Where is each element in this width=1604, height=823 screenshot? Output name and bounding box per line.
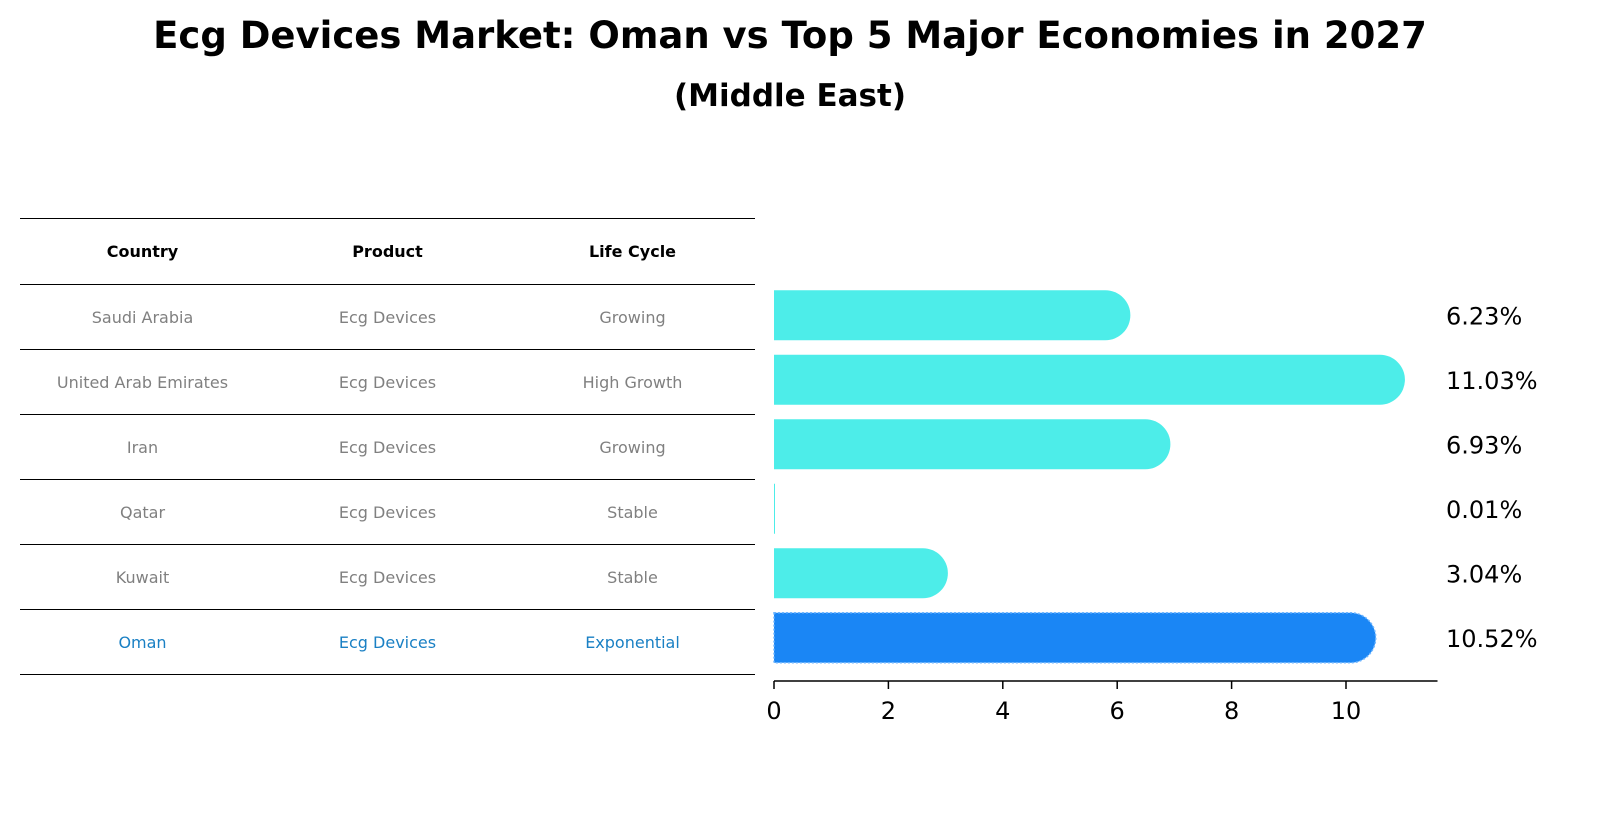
life-cycle-cell: Growing — [599, 307, 666, 327]
bar — [774, 483, 775, 534]
bar-highlight-outline — [773, 612, 1377, 664]
country-cell: Kuwait — [115, 567, 170, 587]
data-label: 6.23% — [1446, 302, 1522, 330]
country-cell: Oman — [118, 632, 167, 652]
table-row: Iran Ecg Devices Growing — [20, 414, 755, 479]
table-row: Saudi Arabia Ecg Devices Growing — [20, 284, 755, 349]
bar-highlighted — [774, 612, 1376, 663]
country-cell: Saudi Arabia — [91, 307, 194, 327]
product-cell: Ecg Devices — [338, 437, 437, 457]
x-tick-label: 8 — [1224, 697, 1239, 725]
country-cell: Iran — [126, 437, 159, 457]
x-tick-label: 10 — [1331, 697, 1362, 725]
country-cell: United Arab Emirates — [56, 372, 229, 392]
header-life-cycle: Life Cycle — [588, 242, 677, 261]
x-tick-label: 6 — [1110, 697, 1125, 725]
bar — [774, 548, 948, 599]
header-country: Country — [106, 242, 179, 261]
data-label: 11.03% — [1446, 367, 1538, 395]
product-cell: Ecg Devices — [338, 502, 437, 522]
table-row: Qatar Ecg Devices Stable — [20, 479, 755, 544]
table-row: Kuwait Ecg Devices Stable — [20, 544, 755, 609]
data-label: 0.01% — [1446, 496, 1522, 524]
life-cycle-cell: Stable — [607, 502, 658, 522]
bar — [774, 354, 1405, 405]
product-cell: Ecg Devices — [338, 372, 437, 392]
chart-subtitle: (Middle East) — [673, 78, 906, 114]
table-header-row: Country Product Life Cycle — [20, 218, 755, 284]
product-cell: Ecg Devices — [338, 307, 437, 327]
bar — [774, 419, 1171, 470]
data-label: 10.52% — [1446, 625, 1538, 653]
life-cycle-cell: Stable — [607, 567, 658, 587]
life-cycle-cell: High Growth — [582, 372, 683, 392]
x-tick-label: 2 — [881, 697, 896, 725]
bar — [774, 290, 1131, 341]
data-label: 3.04% — [1446, 560, 1522, 588]
chart-title: Ecg Devices Market: Oman vs Top 5 Major … — [153, 14, 1427, 57]
country-table: Country Product Life Cycle Saudi Arabia … — [20, 218, 755, 675]
data-label: 6.93% — [1446, 431, 1522, 459]
product-cell: Ecg Devices — [338, 632, 437, 652]
x-tick-label: 4 — [995, 697, 1010, 725]
life-cycle-cell: Growing — [599, 437, 666, 457]
country-cell: Qatar — [119, 502, 166, 522]
x-tick-label: 0 — [766, 697, 781, 725]
header-product: Product — [352, 242, 423, 261]
table-row-highlighted: Oman Ecg Devices Exponential — [20, 609, 755, 675]
product-cell: Ecg Devices — [338, 567, 437, 587]
table-row: United Arab Emirates Ecg Devices High Gr… — [20, 349, 755, 414]
life-cycle-cell: Exponential — [585, 632, 680, 652]
